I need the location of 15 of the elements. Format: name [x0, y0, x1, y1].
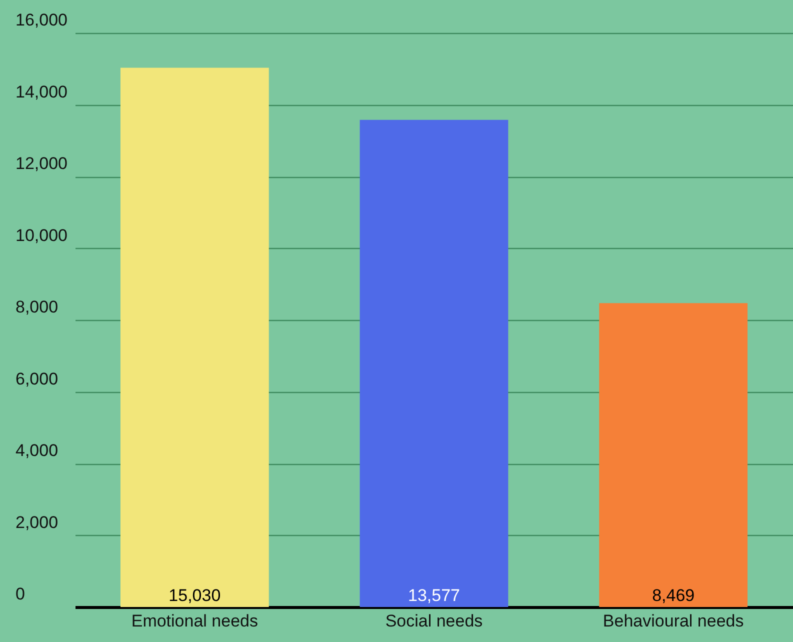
data-label: 13,577 — [408, 586, 460, 605]
data-label: 15,030 — [168, 586, 221, 605]
y-tick-label: 6,000 — [16, 369, 58, 388]
y-tick-label: 2,000 — [16, 512, 58, 532]
y-tick-label: 16,000 — [16, 10, 68, 30]
y-tick-label: 4,000 — [16, 441, 58, 460]
y-tick-label: 14,000 — [16, 82, 68, 102]
y-tick-label: 12,000 — [16, 154, 68, 173]
x-tick-label: Emotional needs — [131, 612, 258, 630]
x-tick-label: Social needs — [385, 612, 483, 630]
y-tick-label: 0 — [16, 584, 25, 604]
x-tick-label: Behavioural needs — [602, 612, 744, 630]
data-label: 8,469 — [652, 586, 695, 605]
y-tick-label: 8,000 — [16, 298, 58, 316]
y-tick-label: 10,000 — [16, 226, 68, 245]
